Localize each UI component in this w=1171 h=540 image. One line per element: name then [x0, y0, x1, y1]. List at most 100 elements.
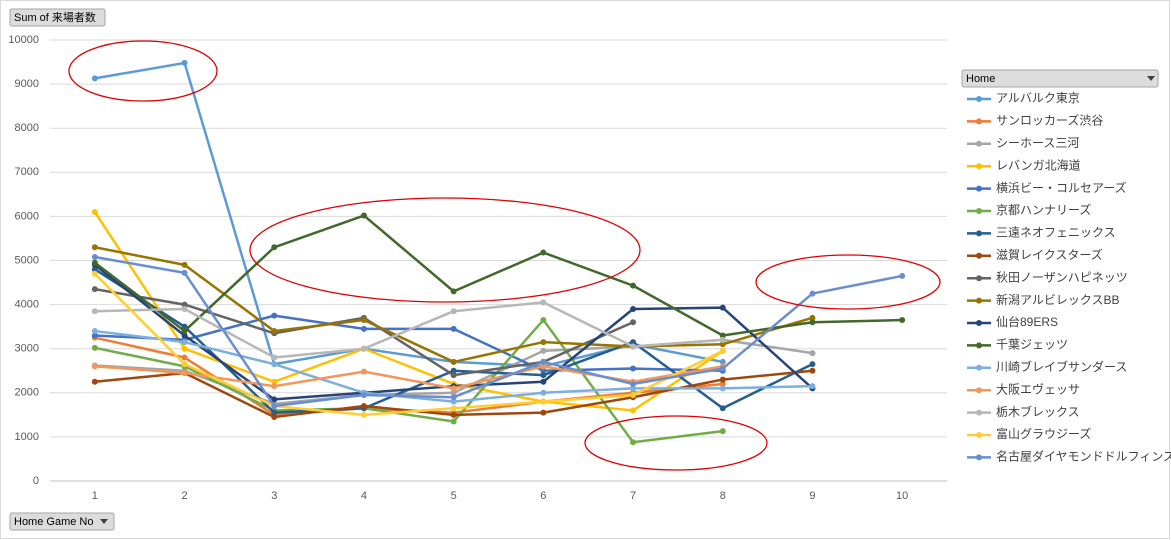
data-point — [91, 363, 98, 370]
legend-marker — [976, 252, 982, 259]
data-point — [450, 411, 457, 418]
data-point — [271, 378, 278, 385]
data-point — [719, 405, 726, 412]
data-point — [719, 376, 726, 383]
data-point — [450, 394, 457, 401]
legend-marker — [976, 208, 982, 214]
data-point — [271, 383, 278, 390]
legend-marker — [976, 275, 982, 282]
data-point — [809, 319, 816, 326]
legend-marker — [976, 230, 982, 237]
legend-label: シーホース三河 — [996, 136, 1079, 150]
data-point — [181, 339, 188, 346]
x-tick-label: 5 — [451, 490, 457, 502]
data-point — [719, 332, 726, 339]
data-point — [181, 59, 188, 66]
x-tick-label: 7 — [630, 490, 636, 502]
data-point — [719, 365, 726, 372]
data-point — [630, 339, 637, 346]
axis-field-button[interactable]: Home Game No — [9, 512, 115, 531]
data-point — [450, 405, 457, 412]
legend-label: 千葉ジェッツ — [996, 338, 1068, 352]
field-button[interactable]: Sum of 来場者数 — [9, 8, 106, 27]
y-tick-label: 9000 — [15, 78, 39, 90]
data-point — [360, 411, 367, 418]
data-point — [450, 325, 457, 332]
data-point — [181, 345, 188, 352]
data-point — [271, 409, 278, 416]
data-point — [719, 428, 726, 435]
data-point — [91, 266, 98, 273]
data-point — [181, 269, 188, 276]
data-point — [181, 369, 188, 376]
data-point — [450, 385, 457, 392]
data-point — [91, 378, 98, 385]
x-tick-label: 4 — [361, 490, 367, 502]
data-point — [450, 288, 457, 295]
legend-marker — [976, 297, 982, 304]
data-point — [181, 306, 188, 313]
data-point — [91, 286, 98, 293]
data-point — [450, 367, 457, 374]
legend-label: 栃木ブレックス — [996, 404, 1080, 419]
data-point — [271, 361, 278, 368]
legend-label: 滋賀レイクスターズ — [996, 247, 1103, 262]
y-tick-label: 10000 — [8, 34, 39, 46]
x-tick-label: 2 — [181, 490, 187, 502]
data-point — [271, 328, 278, 335]
legend-marker — [976, 185, 982, 192]
x-tick-label: 1 — [92, 490, 98, 502]
data-point — [181, 261, 188, 268]
data-point — [181, 361, 188, 368]
data-point — [630, 392, 637, 399]
legend-label: 京都ハンナリーズ — [996, 202, 1091, 217]
data-point — [719, 304, 726, 311]
data-point — [540, 389, 547, 396]
data-point — [450, 398, 457, 405]
legend-marker — [976, 163, 982, 170]
data-point — [630, 282, 637, 289]
data-point — [540, 317, 547, 324]
annotations — [68, 40, 941, 471]
series-line — [94, 214, 903, 337]
legend-field-button-label[interactable]: Home — [966, 73, 995, 85]
data-point — [450, 308, 457, 315]
data-point — [540, 358, 547, 365]
field-button-label[interactable]: Sum of 来場者数 — [14, 11, 96, 24]
y-tick-label: 5000 — [15, 254, 39, 266]
legend-label: 川崎ブレイブサンダース — [996, 359, 1127, 374]
data-point — [271, 312, 278, 319]
legend-field-button[interactable]: Home — [961, 69, 1159, 88]
legend-label: 名古屋ダイヤモンドドルフィンズ — [996, 449, 1171, 464]
series-line — [93, 211, 724, 412]
legend-marker — [976, 454, 982, 461]
data-point — [809, 314, 816, 321]
data-point — [181, 328, 188, 335]
legend-marker — [976, 432, 982, 438]
data-point — [719, 358, 726, 365]
data-point — [450, 389, 457, 396]
data-point — [809, 383, 816, 390]
y-tick-label: 3000 — [15, 343, 39, 355]
data-point — [630, 306, 637, 313]
data-point — [91, 344, 98, 351]
y-tick-label: 4000 — [15, 299, 39, 311]
axis-field-button-label[interactable]: Home Game No — [14, 516, 93, 528]
legend-marker — [976, 364, 982, 371]
data-point — [360, 325, 367, 332]
legend-marker — [976, 409, 982, 416]
data-point — [91, 253, 98, 260]
data-point — [809, 367, 816, 374]
data-point — [91, 328, 98, 335]
legend-label: 仙台89ERS — [996, 314, 1058, 329]
data-point — [271, 244, 278, 251]
legend-label: サンロッカーズ渋谷 — [996, 113, 1103, 128]
data-point — [540, 347, 547, 354]
data-point — [630, 365, 637, 372]
x-tick-label: 3 — [271, 490, 277, 502]
y-tick-label: 0 — [33, 475, 39, 487]
data-point — [540, 363, 547, 370]
legend-marker — [976, 96, 982, 102]
